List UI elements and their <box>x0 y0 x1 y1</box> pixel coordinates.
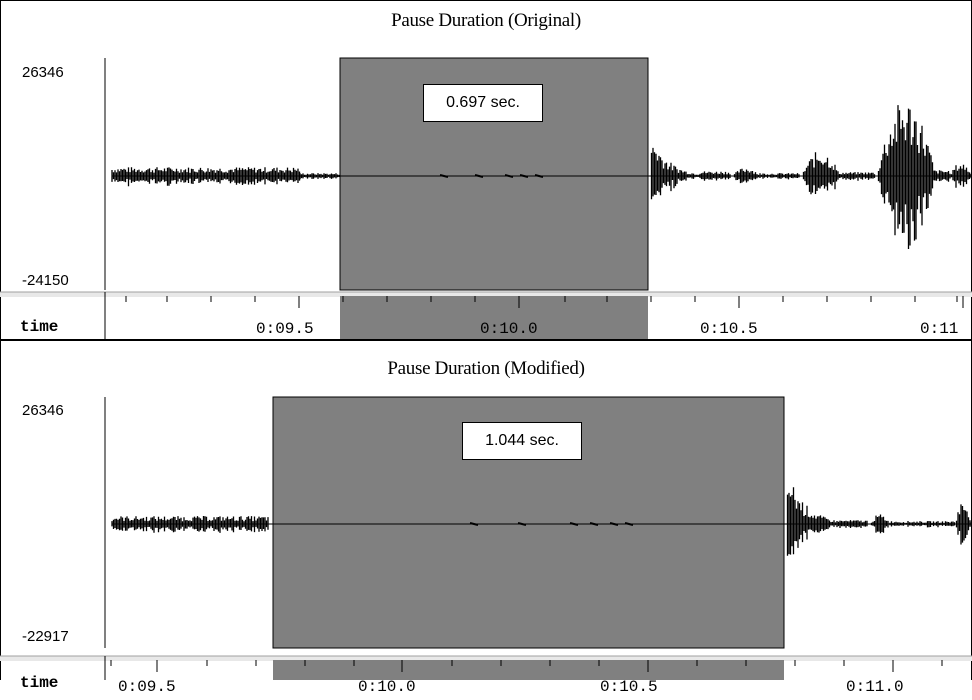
waveform-burst <box>870 514 891 534</box>
tick-label: 0:10.5 <box>700 320 758 338</box>
panel-title-modified: Pause Duration (Modified) <box>387 358 585 379</box>
tick-label: 0:10.5 <box>600 678 658 696</box>
waveform-blip <box>474 174 484 178</box>
waveform-burst <box>839 520 868 528</box>
panel-title-original: Pause Duration (Original) <box>391 10 581 31</box>
waveform-burst <box>299 173 340 180</box>
tick-label: 0:10.0 <box>358 678 416 696</box>
waveform-blip <box>569 522 579 526</box>
waveform-burst <box>889 521 956 528</box>
time-axis-label-original: time <box>20 318 59 336</box>
y-max-label-modified: 26346 <box>22 402 64 419</box>
waveform-blip <box>624 522 634 526</box>
tick-label: 0:10.0 <box>480 320 538 338</box>
waveform-view-original[interactable] <box>0 0 972 340</box>
waveform-burst <box>839 172 876 181</box>
waveform-view-modified[interactable] <box>0 340 972 680</box>
pause-region-ruler <box>340 296 648 339</box>
waveform-panel-original: Pause Duration (Original) 26346 -24150 0… <box>0 0 972 340</box>
ruler-strip <box>0 656 972 661</box>
waveform-burst <box>699 171 731 181</box>
ruler-strip <box>0 292 972 297</box>
waveform-burst <box>111 516 269 533</box>
waveform-blip <box>469 522 479 526</box>
waveform-burst <box>934 170 951 182</box>
pause-duration-label-modified: 1.044 sec. <box>462 422 582 460</box>
waveform-blip <box>439 174 449 178</box>
waveform-burst <box>759 173 800 180</box>
waveform-panel-modified: Pause Duration (Modified) 26346 -22917 1… <box>0 340 972 696</box>
pause-duration-label-original: 0.697 sec. <box>423 84 543 122</box>
waveform-burst <box>802 152 841 195</box>
waveform-burst <box>955 504 972 545</box>
waveform-burst <box>650 147 701 200</box>
y-min-label-original: -24150 <box>22 272 69 289</box>
time-axis-label-modified: time <box>20 674 59 692</box>
y-min-label-modified: -22917 <box>22 628 69 645</box>
tick-label: 0:09.5 <box>256 320 314 338</box>
waveform-burst <box>111 167 301 187</box>
waveform-blip <box>534 174 544 178</box>
pause-region-ruler <box>273 660 784 680</box>
waveform-burst <box>877 105 935 249</box>
tick-label: 0:09.5 <box>118 678 176 696</box>
tick-label: 0:11.0 <box>846 678 904 696</box>
y-max-label-original: 26346 <box>22 64 64 81</box>
waveform-burst <box>733 168 760 184</box>
waveform-blip <box>589 522 599 526</box>
waveform-blip <box>609 522 619 526</box>
waveform-burst <box>950 164 972 188</box>
waveform-burst <box>786 487 841 556</box>
waveform-blip <box>504 174 514 178</box>
waveform-blip <box>517 522 527 526</box>
waveform-blip <box>519 174 529 178</box>
tick-label: 0:11 <box>920 320 959 338</box>
